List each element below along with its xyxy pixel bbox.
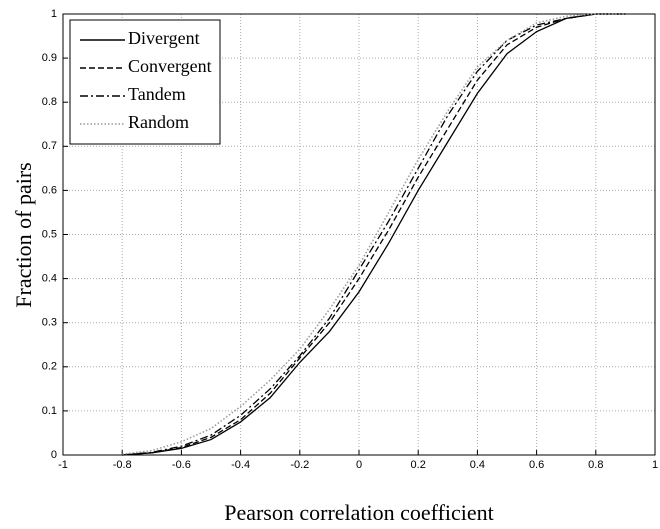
y-axis-label: Fraction of pairs	[11, 162, 36, 307]
series-line	[122, 13, 626, 455]
series-line	[122, 13, 626, 456]
y-tick-label: 0.9	[42, 52, 57, 64]
y-tick-label: 0.6	[42, 184, 57, 196]
y-tick-label: 0	[51, 449, 57, 461]
legend-label: Divergent	[128, 28, 200, 48]
x-tick-label: 1	[652, 459, 658, 471]
x-tick-label: 0.2	[411, 459, 426, 471]
y-tick-label: 0.5	[42, 228, 57, 240]
y-tick-label: 0.4	[42, 273, 57, 285]
y-tick-label: 0.2	[42, 361, 57, 373]
y-tick-label: 0.8	[42, 96, 57, 108]
x-tick-label: -0.4	[231, 459, 250, 471]
y-tick-label: 1	[51, 8, 57, 20]
legend-label: Tandem	[128, 84, 186, 104]
series-line	[122, 13, 626, 456]
y-tick-label: 0.3	[42, 317, 57, 329]
x-tick-label: 0	[356, 459, 362, 471]
legend-label: Random	[128, 112, 189, 132]
series-line	[122, 13, 626, 456]
axes-frame	[62, 13, 656, 456]
x-tick-label: -0.6	[172, 459, 191, 471]
x-tick-label: 0.6	[529, 459, 544, 471]
x-tick-label: -1	[58, 459, 68, 471]
x-tick-label: -0.8	[113, 459, 132, 471]
x-tick-label: -0.2	[290, 459, 309, 471]
y-tick-label: 0.7	[42, 140, 57, 152]
x-axis-label: Pearson correlation coefficient	[224, 500, 494, 525]
legend-label: Convergent	[128, 56, 212, 76]
y-tick-label: 0.1	[42, 405, 57, 417]
x-tick-label: 0.8	[588, 459, 603, 471]
x-tick-label: 0.4	[470, 459, 485, 471]
